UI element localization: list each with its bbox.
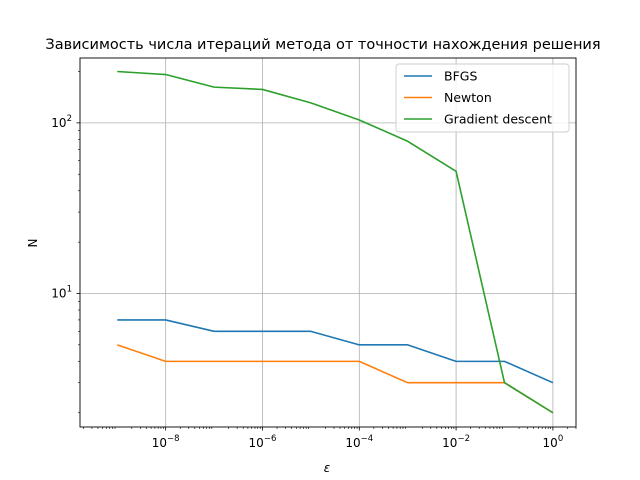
legend-label: Newton: [444, 90, 492, 105]
legend-label: BFGS: [444, 69, 477, 84]
x-tick-label: 100: [543, 434, 564, 450]
x-tick-label: 10−8: [152, 434, 180, 450]
series-line-newton: [116, 344, 554, 414]
y-tick-label: 102: [51, 114, 72, 130]
plot-frame: [79, 57, 577, 428]
legend: BFGS Newton Gradient descent: [395, 63, 570, 133]
x-tick-label: 10−2: [442, 434, 470, 450]
legend-box: [395, 63, 570, 133]
y-axis-label: N: [26, 239, 40, 248]
series-lines: [116, 70, 554, 414]
legend-label: Gradient descent: [444, 112, 552, 127]
y-tick-label: 101: [51, 284, 72, 300]
x-tick-label: 10−6: [249, 434, 277, 450]
chart-title: Зависимость числа итераций метода от точ…: [45, 37, 600, 53]
ticks: 10−8 10−6 10−4 10−2 100 101 102: [51, 71, 577, 450]
series-line-bfgs: [117, 319, 554, 384]
x-axis-label: ε: [324, 461, 331, 475]
x-tick-label: 10−4: [345, 434, 373, 450]
series-line-gradient-descent: [117, 70, 554, 414]
